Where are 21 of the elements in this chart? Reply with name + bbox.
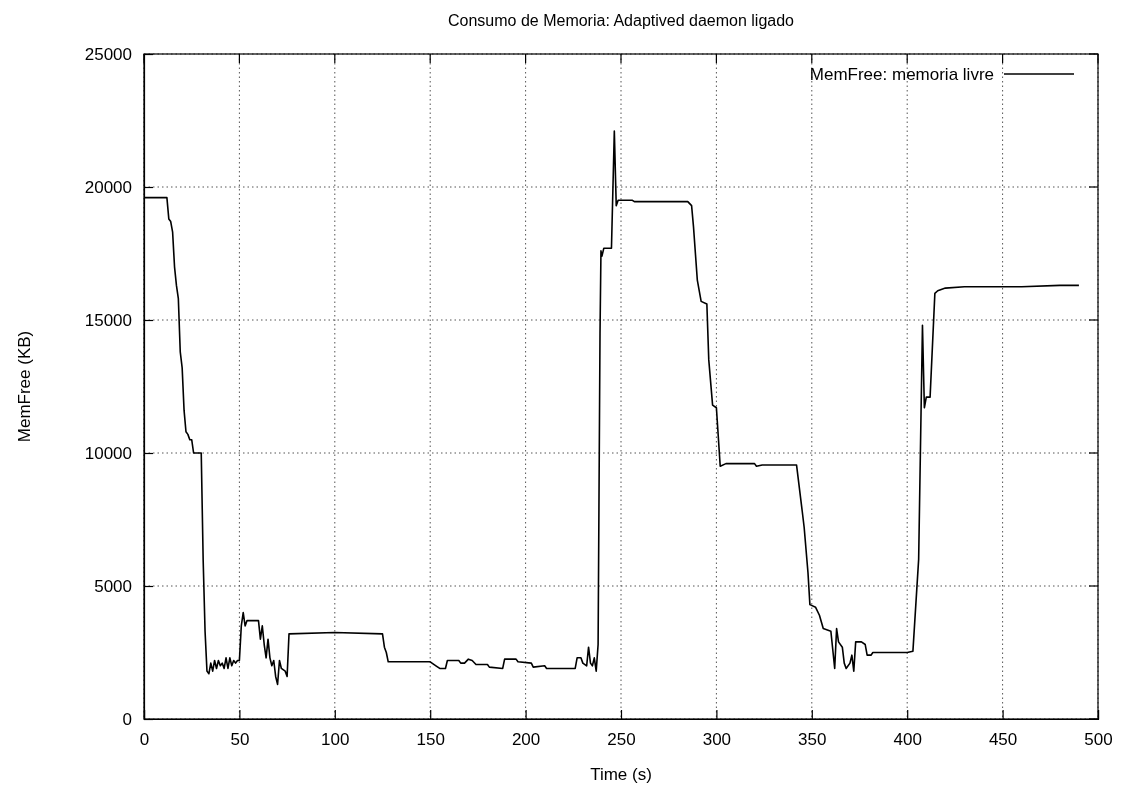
y-tick-label: 10000 bbox=[84, 443, 132, 463]
x-tick-label: 250 bbox=[607, 730, 636, 750]
x-tick-label: 150 bbox=[416, 730, 445, 750]
y-tick-label: 25000 bbox=[84, 44, 132, 64]
y-axis-title: MemFree (KB) bbox=[15, 330, 34, 443]
x-axis-title: Time (s) bbox=[590, 765, 652, 784]
chart-title: Consumo de Memoria: Adaptived daemon ligado bbox=[448, 12, 795, 29]
x-tick-label: 100 bbox=[321, 730, 350, 750]
x-tick-label: 450 bbox=[988, 730, 1018, 750]
x-tick-label: 500 bbox=[1084, 730, 1113, 750]
y-tick-label: 15000 bbox=[84, 310, 132, 330]
x-tick-label: 0 bbox=[139, 730, 150, 750]
x-tick-label: 300 bbox=[702, 730, 732, 750]
y-tick-label: 20000 bbox=[84, 177, 132, 197]
x-tick-label: 400 bbox=[893, 730, 922, 750]
x-tick-label: 350 bbox=[798, 730, 827, 750]
x-tick-label: 200 bbox=[511, 730, 541, 750]
legend-label: MemFree: memoria livre bbox=[809, 64, 994, 84]
y-tick-label: 5000 bbox=[94, 576, 132, 596]
x-tick-label: 50 bbox=[230, 730, 250, 750]
y-tick-label: 0 bbox=[122, 709, 132, 729]
